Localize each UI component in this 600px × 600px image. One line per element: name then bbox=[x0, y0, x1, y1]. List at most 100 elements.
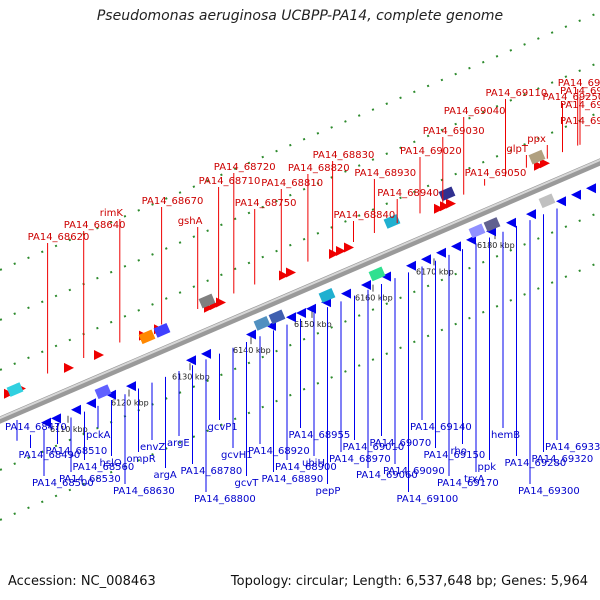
reverse-gene-label: ppk bbox=[478, 462, 497, 473]
reverse-gene-label: ompR bbox=[127, 454, 156, 465]
reverse-gene-arrow bbox=[341, 288, 351, 299]
reverse-gene-label: PA14_69150 bbox=[424, 450, 486, 461]
reverse-gene-arrow bbox=[406, 260, 416, 271]
reverse-gene-label: PA14_68530 bbox=[59, 474, 121, 485]
forward-gene-arrow bbox=[440, 201, 450, 212]
reverse-gene-arrow bbox=[381, 271, 391, 282]
leaders-layer bbox=[16, 89, 581, 492]
forward-gene-label: PA14_68930 bbox=[354, 168, 416, 179]
reverse-gene-label: PA14_69140 bbox=[410, 422, 472, 433]
reverse-gene-label: PA14_68780 bbox=[181, 466, 243, 477]
reverse-gene-label: PA14_69300 bbox=[518, 486, 580, 497]
gene-block bbox=[368, 266, 386, 282]
reverse-gene-arrow bbox=[506, 217, 516, 228]
reverse-gene-arrow bbox=[51, 413, 61, 424]
forward-gene-label: PA14_68830 bbox=[313, 150, 375, 161]
gene-block bbox=[94, 384, 112, 400]
gene-block bbox=[528, 149, 546, 165]
reverse-gene-arrow bbox=[41, 417, 51, 428]
reverse-gene-arrow bbox=[246, 329, 256, 340]
gene-block bbox=[318, 288, 336, 303]
forward-gene-arrow bbox=[64, 362, 74, 373]
genome-summary: Topology: circular; Length: 6,537,648 bp… bbox=[230, 574, 588, 589]
forward-gene-label: PA14_68750 bbox=[235, 198, 297, 209]
gene-block bbox=[438, 186, 456, 202]
accession-label: Accession: NC_008463 bbox=[8, 574, 156, 589]
gene-block bbox=[483, 217, 501, 232]
reverse-gene-arrow bbox=[186, 355, 196, 366]
reverse-gene-label: PA14_68560 bbox=[73, 462, 135, 473]
forward-gene-label: PA14_68820 bbox=[288, 163, 350, 174]
reverse-gene-arrow bbox=[361, 280, 371, 291]
reverse-gene-label: trxA bbox=[464, 474, 485, 485]
gene-block bbox=[6, 382, 24, 397]
forward-gene-label: PA14_68620 bbox=[28, 232, 90, 243]
reverse-gene-arrow bbox=[556, 196, 566, 207]
reverse-gene-label: PA14_69010 bbox=[343, 442, 405, 453]
reverse-gene-label: argE bbox=[167, 438, 190, 449]
reverse-gene-arrow bbox=[571, 189, 581, 200]
forward-gene-label: PA14_68940 bbox=[377, 188, 439, 199]
reverse-gene-label: PA14_68890 bbox=[262, 474, 324, 485]
reverse-gene-label: PA14_68920 bbox=[248, 446, 310, 457]
scale-label: 6140 kbp bbox=[233, 346, 271, 355]
scale-label: 6180 kbp bbox=[477, 241, 515, 250]
reverse-gene-label: PA14_69060 bbox=[356, 470, 418, 481]
reverse-gene-label: PA14_69280 bbox=[505, 458, 567, 469]
forward-gene-label: rimK bbox=[100, 208, 124, 219]
reverse-gene-label: PA14_69090 bbox=[383, 466, 445, 477]
reverse-gene-label: PA14_69330 bbox=[545, 442, 600, 453]
map-title: Pseudomonas aeruginosa UCBPP-PA14, compl… bbox=[96, 8, 504, 24]
reverse-gene-label: PA14_68800 bbox=[194, 494, 256, 505]
forward-gene-arrow bbox=[434, 203, 444, 214]
reverse-gene-label: ubiH bbox=[302, 458, 325, 469]
forward-gene-label: PA14_68810 bbox=[261, 178, 323, 189]
reverse-gene-label: PA14_68630 bbox=[113, 486, 175, 497]
reverse-gene-arrow bbox=[286, 312, 296, 323]
reverse-gene-arrow bbox=[526, 209, 536, 220]
gene-block bbox=[468, 223, 486, 239]
reverse-gene-label: gcvT bbox=[235, 478, 260, 489]
scale-label: 6170 kbp bbox=[416, 267, 454, 276]
forward-gene-arrow bbox=[216, 297, 226, 308]
reverse-gene-label: PA14_69100 bbox=[397, 494, 459, 505]
forward-gene-label: PA14_69270 bbox=[560, 116, 600, 127]
track-guide bbox=[0, 61, 600, 321]
reverse-gene-arrow bbox=[306, 303, 316, 314]
forward-gene-arrow bbox=[446, 198, 456, 209]
forward-gene-label: PA14_69260 bbox=[558, 78, 600, 89]
reverse-gene-label: pepP bbox=[316, 486, 341, 497]
forward-gene-arrow bbox=[4, 388, 14, 399]
gene-block bbox=[268, 309, 286, 325]
reverse-gene-label: PA14_68970 bbox=[329, 454, 391, 465]
track-guide bbox=[0, 11, 600, 271]
reverse-gene-arrow bbox=[421, 254, 431, 265]
backbone-layer bbox=[0, 158, 600, 424]
reverse-gene-arrow bbox=[86, 398, 96, 409]
scale-label: 6150 kbp bbox=[294, 320, 332, 329]
backbone-highlight bbox=[0, 158, 600, 420]
reverse-gene-label: PA14_68900 bbox=[275, 462, 337, 473]
gene-block bbox=[253, 315, 271, 331]
scale-label: 6120 kbp bbox=[111, 399, 149, 408]
reverse-gene-arrow bbox=[436, 247, 446, 258]
reverse-gene-label: PA14_68490 bbox=[19, 450, 81, 461]
forward-gene-label: PA14_68640 bbox=[64, 220, 126, 231]
forward-gene-label: PA14_69020 bbox=[400, 146, 462, 157]
forward-gene-label: PA14_69050 bbox=[465, 168, 527, 179]
forward-gene-arrow bbox=[540, 158, 550, 169]
forward-gene-label: glpT bbox=[506, 144, 528, 155]
forward-gene-label: PA14_68670 bbox=[142, 196, 204, 207]
gene-block bbox=[153, 322, 171, 338]
reverse-gene-arrow bbox=[451, 241, 461, 252]
scale-label: 6160 kbp bbox=[355, 294, 393, 303]
reverse-gene-label: PA14_68510 bbox=[46, 446, 108, 457]
features-layer bbox=[4, 149, 596, 428]
scale-label: 6110 kbp bbox=[50, 425, 88, 434]
forward-gene-label: PA14_68840 bbox=[334, 210, 396, 221]
reverse-gene-label: PA14_69070 bbox=[370, 438, 432, 449]
gene-block bbox=[383, 214, 401, 229]
reverse-gene-arrow bbox=[296, 308, 306, 318]
